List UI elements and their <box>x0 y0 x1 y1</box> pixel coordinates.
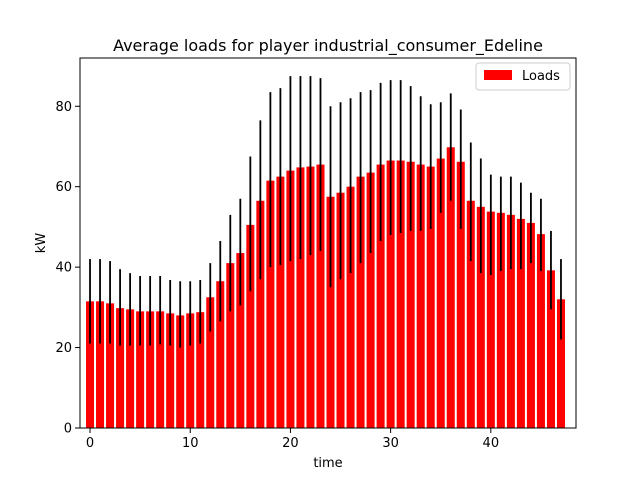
bar <box>236 253 245 428</box>
bar <box>466 200 475 428</box>
bar <box>536 234 545 428</box>
bar <box>296 167 305 428</box>
bar <box>476 206 485 428</box>
bar <box>176 315 185 428</box>
bar <box>106 303 115 428</box>
x-tick-label: 40 <box>483 436 500 451</box>
x-tick-label: 10 <box>182 436 199 451</box>
y-tick-label: 40 <box>55 261 72 276</box>
y-axis: 0 20 40 60 80 <box>55 100 80 437</box>
bar <box>136 311 145 428</box>
bar <box>316 164 325 428</box>
x-tick-label: 30 <box>382 436 399 451</box>
x-tick-label: 0 <box>86 436 94 451</box>
x-axis-label: time <box>313 456 342 471</box>
bar <box>346 186 355 428</box>
y-tick-label: 80 <box>55 100 72 115</box>
bar <box>206 297 215 428</box>
bar <box>486 211 495 428</box>
bar <box>326 196 335 428</box>
bar <box>506 214 515 428</box>
legend: Loads <box>475 62 571 91</box>
bar <box>196 312 205 428</box>
bar <box>246 224 255 428</box>
bar <box>406 161 415 428</box>
y-tick-label: 0 <box>64 422 72 437</box>
bar <box>126 309 135 428</box>
bar <box>306 166 315 428</box>
plot-frame <box>79 57 577 429</box>
bars-layer <box>86 147 565 429</box>
y-axis-label: kW <box>34 233 49 254</box>
bar <box>86 301 95 428</box>
bar <box>376 164 385 428</box>
bar <box>556 299 565 428</box>
bar <box>216 281 225 428</box>
bar <box>226 263 235 428</box>
legend-label: Loads <box>522 69 560 84</box>
y-tick-label: 20 <box>55 341 72 356</box>
bar <box>416 164 425 428</box>
y-tick-label: 60 <box>55 180 72 195</box>
bar <box>116 308 125 428</box>
bar <box>286 170 295 429</box>
legend-box <box>475 62 571 91</box>
bar <box>546 270 555 428</box>
x-tick-label: 20 <box>282 436 299 451</box>
bar <box>446 147 455 428</box>
bar <box>356 176 365 428</box>
bar <box>456 161 465 428</box>
legend-swatch <box>484 70 512 80</box>
bar <box>386 160 395 429</box>
bar <box>276 176 285 428</box>
bar <box>166 313 175 428</box>
bar <box>426 166 435 428</box>
bar <box>146 311 155 428</box>
bar <box>526 222 535 428</box>
bar <box>436 158 445 429</box>
chart-title: Average loads for player industrial_cons… <box>113 36 543 56</box>
bar <box>396 160 405 429</box>
bar <box>336 192 345 428</box>
x-axis: 0 10 20 30 40 <box>86 428 499 451</box>
bar <box>266 180 275 428</box>
bar <box>256 200 265 428</box>
bar <box>516 218 525 428</box>
error-bars-layer <box>89 76 562 348</box>
bar <box>186 313 195 428</box>
bar <box>156 311 165 428</box>
bar <box>96 301 105 428</box>
bar <box>366 172 375 428</box>
bar <box>496 212 505 428</box>
